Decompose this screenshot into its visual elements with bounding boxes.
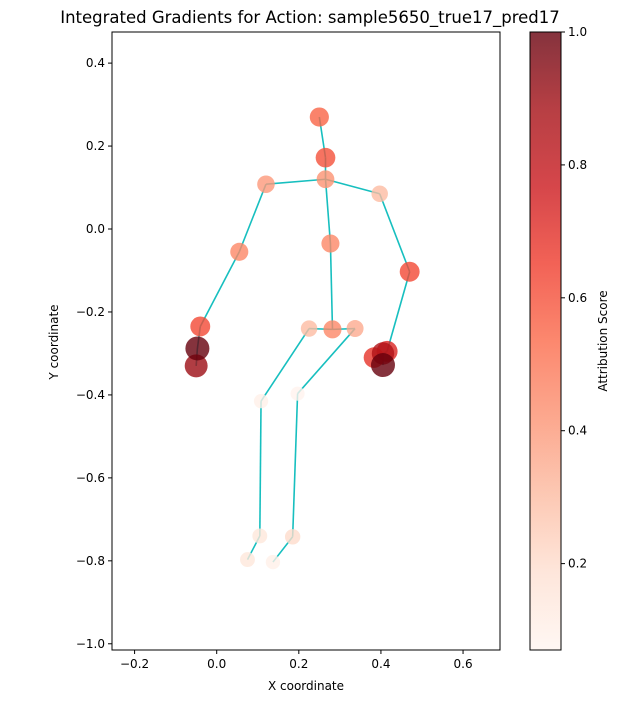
skeleton-bone (260, 328, 310, 402)
skeleton-bone (378, 193, 411, 273)
x-axis-ticks: −0.2 0.0 0.2 0.4 0.6 (120, 650, 473, 671)
colorbar-tick-label: 0.6 (568, 291, 587, 305)
skeleton-bone (238, 183, 267, 253)
joint-point (253, 393, 269, 409)
y-tick-label: −0.2 (76, 305, 105, 319)
colorbar-tick-label: 1.0 (568, 25, 587, 39)
colorbar-tick-label: 0.2 (568, 557, 587, 571)
joint-point (315, 147, 336, 168)
skeleton-bone (324, 179, 332, 244)
y-tick-label: 0.4 (86, 56, 105, 70)
y-tick-label: 0.0 (86, 222, 105, 236)
colorbar-frame (529, 31, 562, 651)
joint-point (371, 185, 388, 202)
joint-point (257, 175, 275, 193)
x-tick-label: 0.4 (371, 657, 390, 671)
y-tick-label: −0.4 (76, 388, 105, 402)
x-axis-label: X coordinate (268, 679, 344, 693)
skeleton-bone (259, 401, 262, 536)
joint-point (399, 261, 420, 282)
colorbar-tick-label: 0.8 (568, 158, 587, 172)
skeleton-bone (199, 251, 240, 327)
joint-point (284, 529, 301, 545)
skeleton-bone (386, 271, 411, 352)
joint-point (316, 170, 335, 189)
joint-point (184, 354, 208, 378)
skeleton-bone (291, 393, 299, 537)
colorbar-label: Attribution Score (596, 290, 610, 391)
y-axis-label: Y coordinate (47, 304, 61, 380)
skeleton-bones (195, 116, 411, 563)
skeleton-bone (329, 243, 334, 330)
skeleton-bone (325, 178, 380, 195)
y-tick-label: −0.6 (76, 471, 105, 485)
y-axis-ticks: 0.4 0.2 0.0 −0.2 −0.4 −0.6 −0.8 −1.0 (76, 56, 112, 651)
colorbar-tick-label: 0.4 (568, 424, 587, 438)
joint-point (321, 234, 340, 253)
skeleton-bone (296, 328, 356, 395)
plot-area-frame (111, 31, 501, 651)
joint-point (290, 386, 305, 401)
y-tick-label: −1.0 (76, 637, 105, 651)
x-tick-label: 0.6 (454, 657, 473, 671)
y-tick-label: −0.8 (76, 554, 105, 568)
joint-point (309, 107, 329, 127)
colorbar-ticks: 0.2 0.4 0.6 0.8 1.0 (561, 25, 587, 571)
chart-title: Integrated Gradients for Action: sample5… (60, 8, 560, 28)
joint-point (300, 320, 318, 337)
joint-point (346, 320, 364, 338)
skeleton-bone (265, 178, 326, 186)
joint-point (265, 554, 281, 570)
joint-point (185, 336, 210, 361)
joint-point (370, 353, 395, 378)
joint-point (190, 316, 211, 337)
y-tick-label: 0.2 (86, 139, 105, 153)
joint-point (240, 552, 255, 568)
skeleton-joints (184, 107, 420, 570)
x-tick-label: 0.0 (207, 657, 226, 671)
joint-point (323, 320, 342, 339)
colorbar (530, 32, 561, 650)
x-tick-label: 0.2 (289, 657, 308, 671)
x-tick-label: −0.2 (120, 657, 149, 671)
joint-point (252, 528, 268, 544)
joint-point (230, 242, 249, 261)
